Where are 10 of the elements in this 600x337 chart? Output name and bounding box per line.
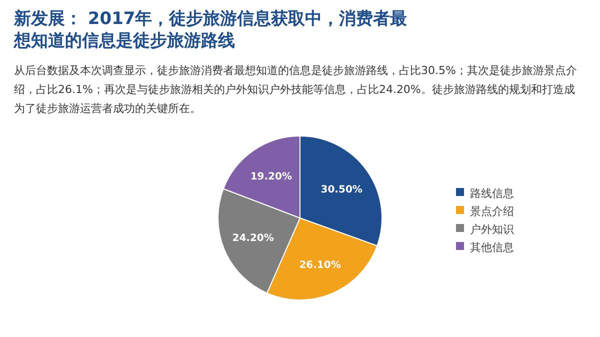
chart-title: 新发展： 2017年，徒步旅游信息获取中，消费者最想知道的信息是徒步旅游路线 [13, 9, 408, 51]
legend-label: 景点介绍 [470, 204, 514, 218]
chart-subtitle: 从后台数据及本次调查显示，徒步旅游消费者最想知道的信息是徒步旅游路线，占比30.5%；其次是徒步旅游景点介绍，占比26.1%；再次是与徒步旅游相关的户外知识户外技能等信息，占比24.20%。徒步旅游路线的规划和打造成为了徒步旅游运营者成功的关键所在。 [14, 64, 577, 115]
data-label: 30.50% [320, 184, 362, 196]
data-label: 26.10% [299, 260, 341, 272]
legend-label: 户外知识 [470, 222, 514, 236]
legend-label: 其他信息 [470, 240, 514, 254]
legend-label: 路线信息 [470, 186, 514, 200]
data-label: 24.20% [232, 233, 274, 244]
data-label: 19.20% [250, 172, 292, 183]
